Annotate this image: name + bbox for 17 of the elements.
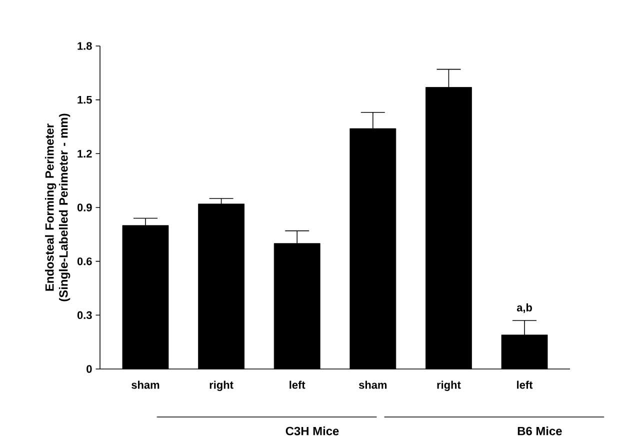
x-tick-label: sham <box>358 380 387 389</box>
y-axis-title: Endosteal Forming Perimeter (Single-Labelled Perimeter - mm) <box>45 114 70 302</box>
y-tick-label: 0.9 <box>77 204 92 212</box>
x-tick-label: left <box>517 380 533 389</box>
y-tick-label: 0.3 <box>77 311 92 320</box>
y-tick-label: 1.8 <box>78 42 92 50</box>
text: C3H Mice <box>286 426 339 436</box>
x-tick-label: left <box>290 380 306 389</box>
x-tick-label: right <box>437 380 461 392</box>
text: B6 Mice <box>518 426 562 436</box>
y-tick-label: 0.6 <box>77 257 92 266</box>
x-tick-label: right <box>210 380 234 392</box>
x-tick-label: sham <box>132 380 160 389</box>
y-tick-label: 1.2 <box>78 150 92 158</box>
y-tick-label: 0 <box>86 365 92 373</box>
annotation: a,b <box>516 303 532 314</box>
y-tick-label: 1.5 <box>78 96 92 104</box>
